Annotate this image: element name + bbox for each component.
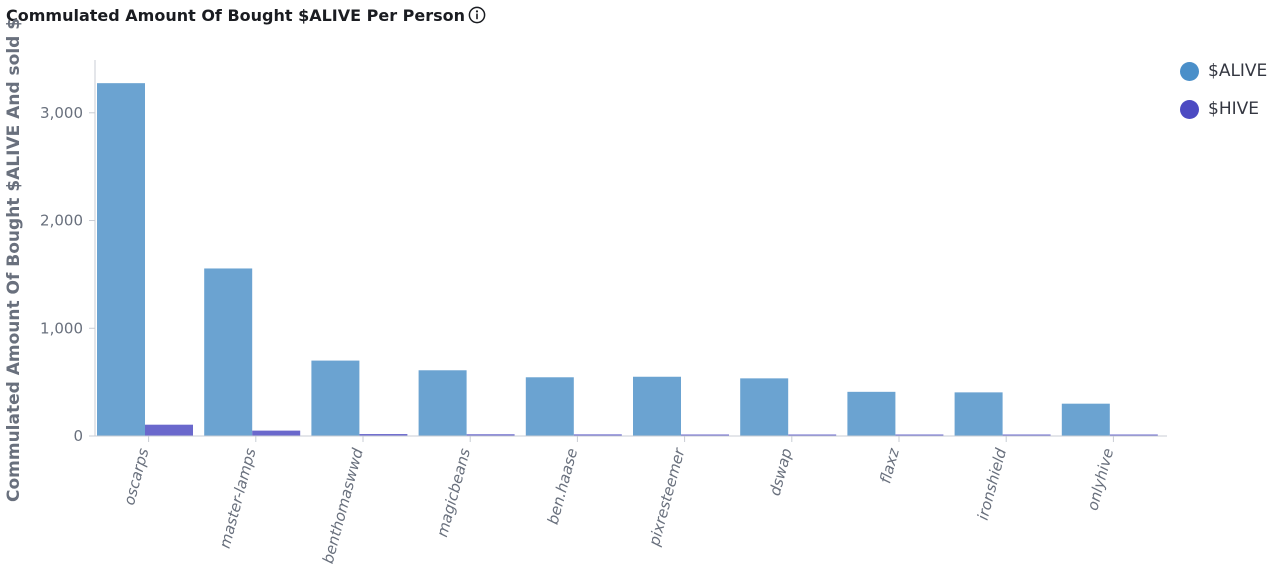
chart-title: Commulated Amount Of Bought $ALIVE Per P… <box>6 5 466 25</box>
bar-hive-ironshield[interactable] <box>1002 434 1051 437</box>
bar-alive-magicbeans[interactable] <box>418 370 467 436</box>
bar-hive-pixresteemer[interactable] <box>681 434 729 436</box>
y-tick-label: 1,000 <box>40 319 83 337</box>
bar-hive-dswap[interactable] <box>788 434 837 437</box>
legend-item-hive[interactable]: $HIVE <box>1180 90 1267 128</box>
x-tick-label: dswap <box>766 446 796 497</box>
x-tick-label: flaxz <box>876 445 903 485</box>
bar-alive-master-lamps[interactable] <box>204 268 253 436</box>
legend: $ALIVE $HIVE <box>1180 52 1267 128</box>
bar-alive-onlyhive[interactable] <box>1061 403 1110 436</box>
x-tick-label: onlyhive <box>1083 446 1117 512</box>
x-tick-label: ben.haase <box>544 446 582 526</box>
x-tick-label: ironshield <box>974 446 1011 522</box>
legend-label-alive: $ALIVE <box>1208 61 1268 81</box>
bar-hive-benthomaswwd[interactable] <box>359 434 408 436</box>
axes-group <box>89 60 1167 442</box>
x-tick-label: oscarps <box>120 446 152 507</box>
legend-label-hive: $HIVE <box>1208 99 1259 119</box>
bar-alive-oscarps[interactable] <box>97 83 145 436</box>
info-circle-icon[interactable] <box>468 6 486 24</box>
bar-hive-onlyhive[interactable] <box>1109 434 1158 437</box>
y-tick-label: 2,000 <box>40 212 83 230</box>
bar-alive-dswap[interactable] <box>740 378 789 436</box>
legend-swatch-alive <box>1180 61 1199 81</box>
x-tick-label: pixresteemer <box>645 446 689 549</box>
bar-alive-ironshield[interactable] <box>954 392 1003 436</box>
bar-alive-benthomaswwd[interactable] <box>311 360 360 436</box>
bar-alive-ben.haase[interactable] <box>525 377 574 436</box>
x-tick-label: master-lamps <box>216 446 260 550</box>
labels-group: 0 1,000 2,000 3,000 oscarps master-lamps benth… <box>4 18 1117 566</box>
bar-hive-flaxz[interactable] <box>895 434 944 437</box>
bar-hive-master-lamps[interactable] <box>252 430 301 436</box>
bar-hive-oscarps[interactable] <box>145 424 193 436</box>
bars-group <box>97 83 1158 436</box>
y-tick-label: 0 <box>73 427 83 445</box>
y-axis-title: Commulated Amount Of Bought $ALIVE And s… <box>4 18 24 502</box>
bar-alive-flaxz[interactable] <box>847 391 896 436</box>
bar-hive-magicbeans[interactable] <box>466 434 515 436</box>
bar-hive-ben.haase[interactable] <box>573 434 622 436</box>
x-tick-label: benthomaswwd <box>319 446 367 566</box>
chart-title-row: Commulated Amount Of Bought $ALIVE Per P… <box>6 4 486 26</box>
bar-alive-pixresteemer[interactable] <box>633 376 681 436</box>
x-tick-label: magicbeans <box>433 446 474 539</box>
legend-swatch-hive <box>1180 99 1199 119</box>
legend-item-alive[interactable]: $ALIVE <box>1180 52 1267 90</box>
y-tick-label: 3,000 <box>40 104 83 122</box>
